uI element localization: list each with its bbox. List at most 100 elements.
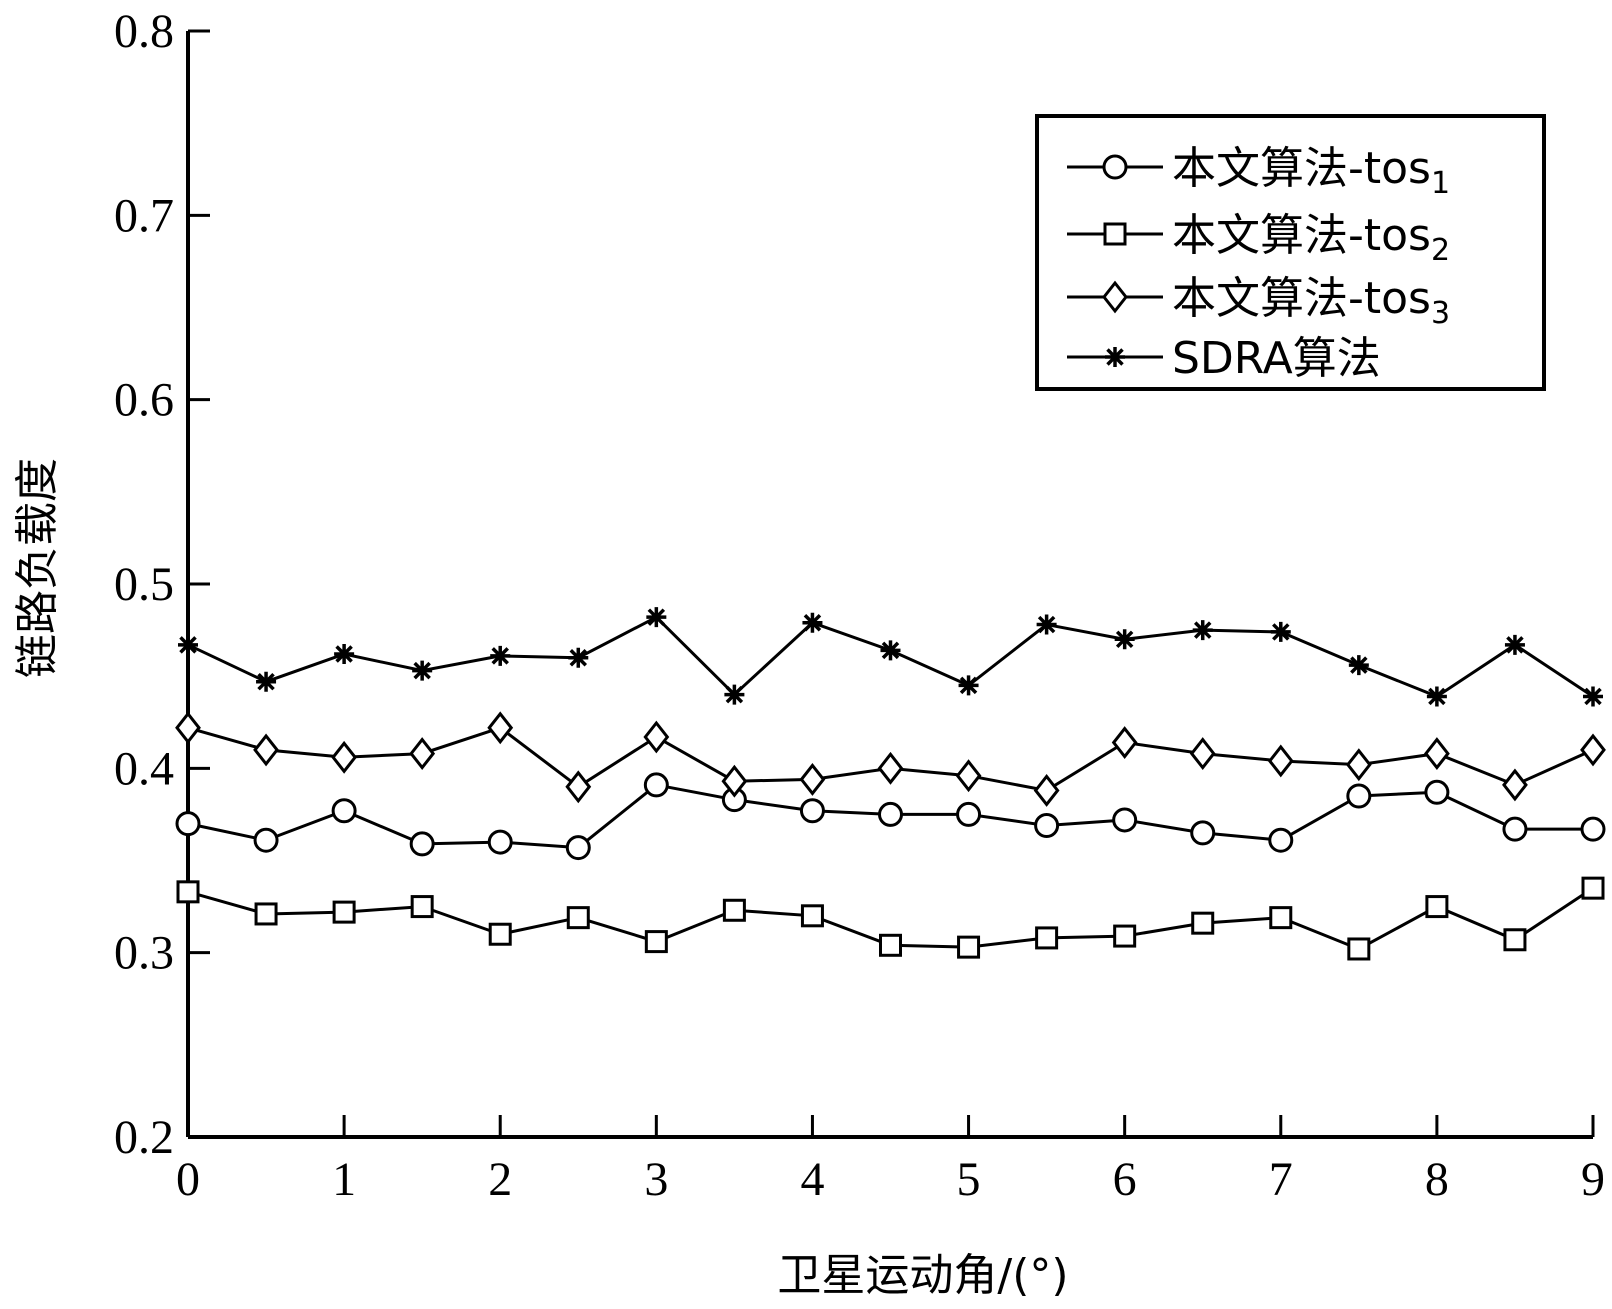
data-point xyxy=(1111,726,1138,759)
data-point xyxy=(565,835,591,861)
data-point xyxy=(1581,876,1605,900)
data-point xyxy=(256,671,277,692)
series-4 xyxy=(178,607,1603,707)
data-point xyxy=(488,922,512,946)
data-point xyxy=(1423,737,1450,771)
x-tick-label: 9 xyxy=(1581,1153,1605,1206)
data-point xyxy=(1502,816,1528,842)
data-point xyxy=(1580,733,1606,767)
data-point xyxy=(646,607,667,628)
legend-item: 本文算法-tos2 xyxy=(1067,210,1450,268)
x-axis-label: 卫星运动角/(°) xyxy=(777,1250,1068,1301)
legend-item: 本文算法-tos1 xyxy=(1067,143,1450,201)
data-point xyxy=(1504,634,1525,655)
y-tick-label: 0.2 xyxy=(114,1111,174,1164)
data-point xyxy=(178,634,198,655)
data-point xyxy=(802,612,823,633)
data-point xyxy=(1347,937,1371,961)
data-point xyxy=(332,900,356,924)
legend-label: 本文算法-tos2 xyxy=(1172,210,1450,268)
data-point xyxy=(253,733,279,767)
data-point xyxy=(487,829,513,855)
data-point xyxy=(331,798,357,824)
data-point xyxy=(331,740,358,774)
y-tick-label: 0.5 xyxy=(114,558,174,611)
data-point xyxy=(1035,926,1059,950)
data-point xyxy=(1426,686,1447,707)
data-point xyxy=(1112,807,1138,833)
legend-item: SDRA算法 xyxy=(1067,333,1381,384)
legend-label-subscript: 2 xyxy=(1431,233,1450,268)
data-point xyxy=(487,711,514,745)
data-point xyxy=(644,930,668,954)
x-tick-label: 1 xyxy=(332,1153,356,1206)
data-point xyxy=(1190,820,1216,846)
x-tick-label: 5 xyxy=(957,1153,981,1206)
legend-marker xyxy=(1103,222,1127,246)
data-point xyxy=(409,737,436,771)
data-point xyxy=(175,711,201,745)
series-1 xyxy=(175,772,1606,861)
data-point xyxy=(1348,655,1369,676)
series-3 xyxy=(175,711,1606,807)
y-tick-label: 0.3 xyxy=(114,927,174,980)
legend-marker xyxy=(1105,347,1125,367)
data-point xyxy=(412,660,433,681)
data-point xyxy=(1424,779,1450,805)
data-point xyxy=(1033,774,1060,807)
data-point xyxy=(643,772,669,798)
data-point xyxy=(1036,614,1057,635)
x-tick-label: 8 xyxy=(1425,1153,1449,1206)
data-point xyxy=(879,933,902,957)
data-point xyxy=(176,880,200,904)
legend-label-subscript: 3 xyxy=(1431,296,1450,331)
legend-label: 本文算法-tos1 xyxy=(1172,143,1450,201)
x-tick-label: 7 xyxy=(1269,1153,1293,1206)
data-point xyxy=(957,935,981,959)
data-point xyxy=(565,770,592,804)
data-point xyxy=(1346,783,1372,809)
data-point xyxy=(1267,744,1294,778)
data-point xyxy=(1114,629,1135,650)
data-point xyxy=(1503,928,1527,952)
data-point xyxy=(722,898,746,922)
data-point xyxy=(800,904,824,928)
data-point xyxy=(878,801,903,827)
data-point xyxy=(409,831,435,857)
data-point xyxy=(566,906,590,930)
legend-label: 本文算法-tos3 xyxy=(1172,273,1450,331)
axes: 0.2 0.3 0.4 0.5 0.6 0.7 0.8 0 1 2 3 4 5 6 7 8 9 xyxy=(114,5,1605,1206)
legend-label-subscript: 1 xyxy=(1431,166,1450,201)
data-point xyxy=(799,798,825,824)
legend-label: SDRA算法 xyxy=(1172,333,1381,384)
data-point xyxy=(799,762,826,796)
data-point xyxy=(334,644,355,665)
data-point xyxy=(1502,768,1528,802)
data-point xyxy=(880,640,901,661)
data-point xyxy=(1270,621,1291,642)
data-point xyxy=(956,801,982,827)
data-point xyxy=(410,895,434,919)
y-tick-label: 0.8 xyxy=(114,5,174,58)
data-point xyxy=(643,720,670,754)
data-point xyxy=(568,647,589,668)
x-tick-label: 0 xyxy=(176,1153,200,1206)
data-point xyxy=(724,684,745,705)
legend-item: 本文算法-tos3 xyxy=(1067,273,1450,331)
data-point xyxy=(1034,812,1060,838)
data-point xyxy=(1580,816,1606,842)
y-tick-label: 0.7 xyxy=(114,189,174,242)
data-point xyxy=(175,811,201,837)
data-point xyxy=(1425,895,1449,919)
y-tick-label: 0.4 xyxy=(114,742,174,795)
data-point xyxy=(1113,924,1137,948)
y-axis-label: 链路负载度 xyxy=(12,458,63,678)
data-point xyxy=(1268,827,1294,853)
data-point xyxy=(955,759,982,793)
data-point xyxy=(958,675,979,696)
series-layer xyxy=(175,607,1606,961)
data-point xyxy=(1189,737,1216,771)
x-tick-label: 2 xyxy=(488,1153,512,1206)
